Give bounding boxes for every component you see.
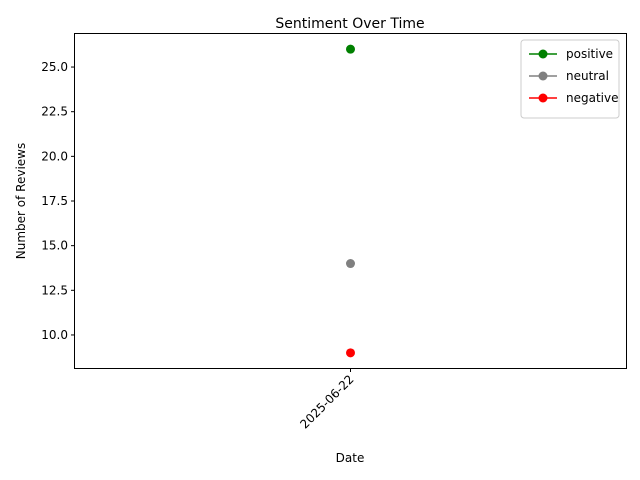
plot-frame [74,33,627,369]
series-layer [346,44,355,358]
data-point-neutral [346,259,355,269]
x-axis-ticks: 2025-06-22 [297,368,357,431]
data-point-positive [346,44,355,54]
legend-marker-positive [538,49,548,59]
x-tick-label: 2025-06-22 [297,372,356,431]
y-tick-label: 17.5 [41,194,68,208]
y-tick-label: 15.0 [41,239,68,253]
chart-title: Sentiment Over Time [275,16,424,32]
y-tick-label: 12.5 [41,283,68,297]
legend: positive neutral negative [520,39,620,119]
y-tick-label: 20.0 [41,149,68,163]
y-tick-label: 10.0 [41,328,68,342]
legend-label-neutral: neutral [566,69,609,83]
y-axis-ticks: 10.0 12.5 15.0 17.5 20.0 22.5 25.0 [41,60,75,342]
legend-label-negative: negative [566,91,618,105]
y-axis-label: Number of Reviews [14,143,28,259]
legend-label-positive: positive [566,47,613,61]
legend-marker-neutral [538,71,548,81]
y-tick-label: 25.0 [41,60,68,74]
y-tick-label: 22.5 [41,105,68,119]
x-axis-label: Date [336,451,365,465]
legend-marker-negative [538,93,548,103]
data-point-negative [346,348,355,358]
